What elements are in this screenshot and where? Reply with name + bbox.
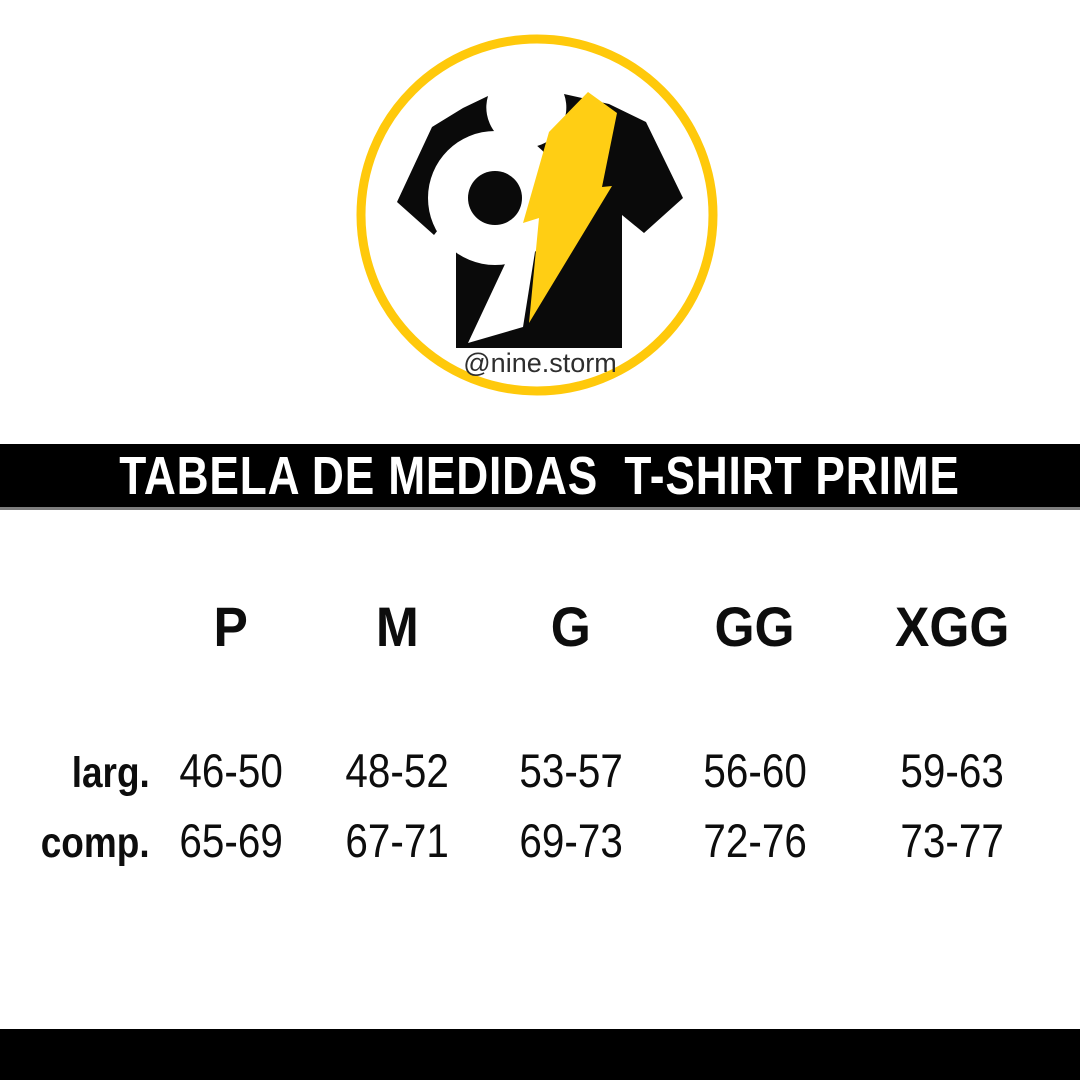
nine-digit-tail [468,233,538,343]
lightning-bolt-icon [523,92,617,323]
comp-value-g: 69-73 [519,814,623,867]
header-size-xgg: XGG [895,595,1010,658]
banner-title-text: TABELA DE MEDIDAS T-SHIRT PRIME [119,445,961,506]
larg-value-g: 53-57 [519,744,623,797]
header-size-p: P [213,595,249,658]
size-table-row-length: comp. 65-69 67-71 69-73 72-76 73-77 [0,812,1055,872]
larg-value-xgg: 59-63 [900,744,1005,797]
comp-value-m: 67-71 [345,814,449,867]
row-label-comp: comp. [41,819,150,867]
brand-logo: @nine.storm [347,25,727,405]
header-size-gg: GG [714,595,796,658]
size-table-row-width: larg. 46-50 48-52 53-57 56-60 59-63 [0,742,1055,802]
comp-value-p: 65-69 [179,814,283,867]
larg-value-p: 46-50 [179,744,283,797]
header-size-m: M [375,595,419,658]
brand-handle: @nine.storm [463,348,616,378]
row-label-larg: larg. [71,749,150,797]
brand-logo-svg: @nine.storm [356,34,718,396]
larg-value-gg: 56-60 [703,744,807,797]
nine-digit-counter [468,171,522,225]
header-size-g: G [550,595,592,658]
comp-value-xgg: 73-77 [900,814,1005,867]
title-banner: TABELA DE MEDIDAS T-SHIRT PRIME [0,444,1080,510]
bottom-bar [0,1029,1080,1080]
comp-value-gg: 72-76 [703,814,807,867]
larg-value-m: 48-52 [345,744,449,797]
size-table-header-row: P M G GG XGG [0,596,1055,658]
